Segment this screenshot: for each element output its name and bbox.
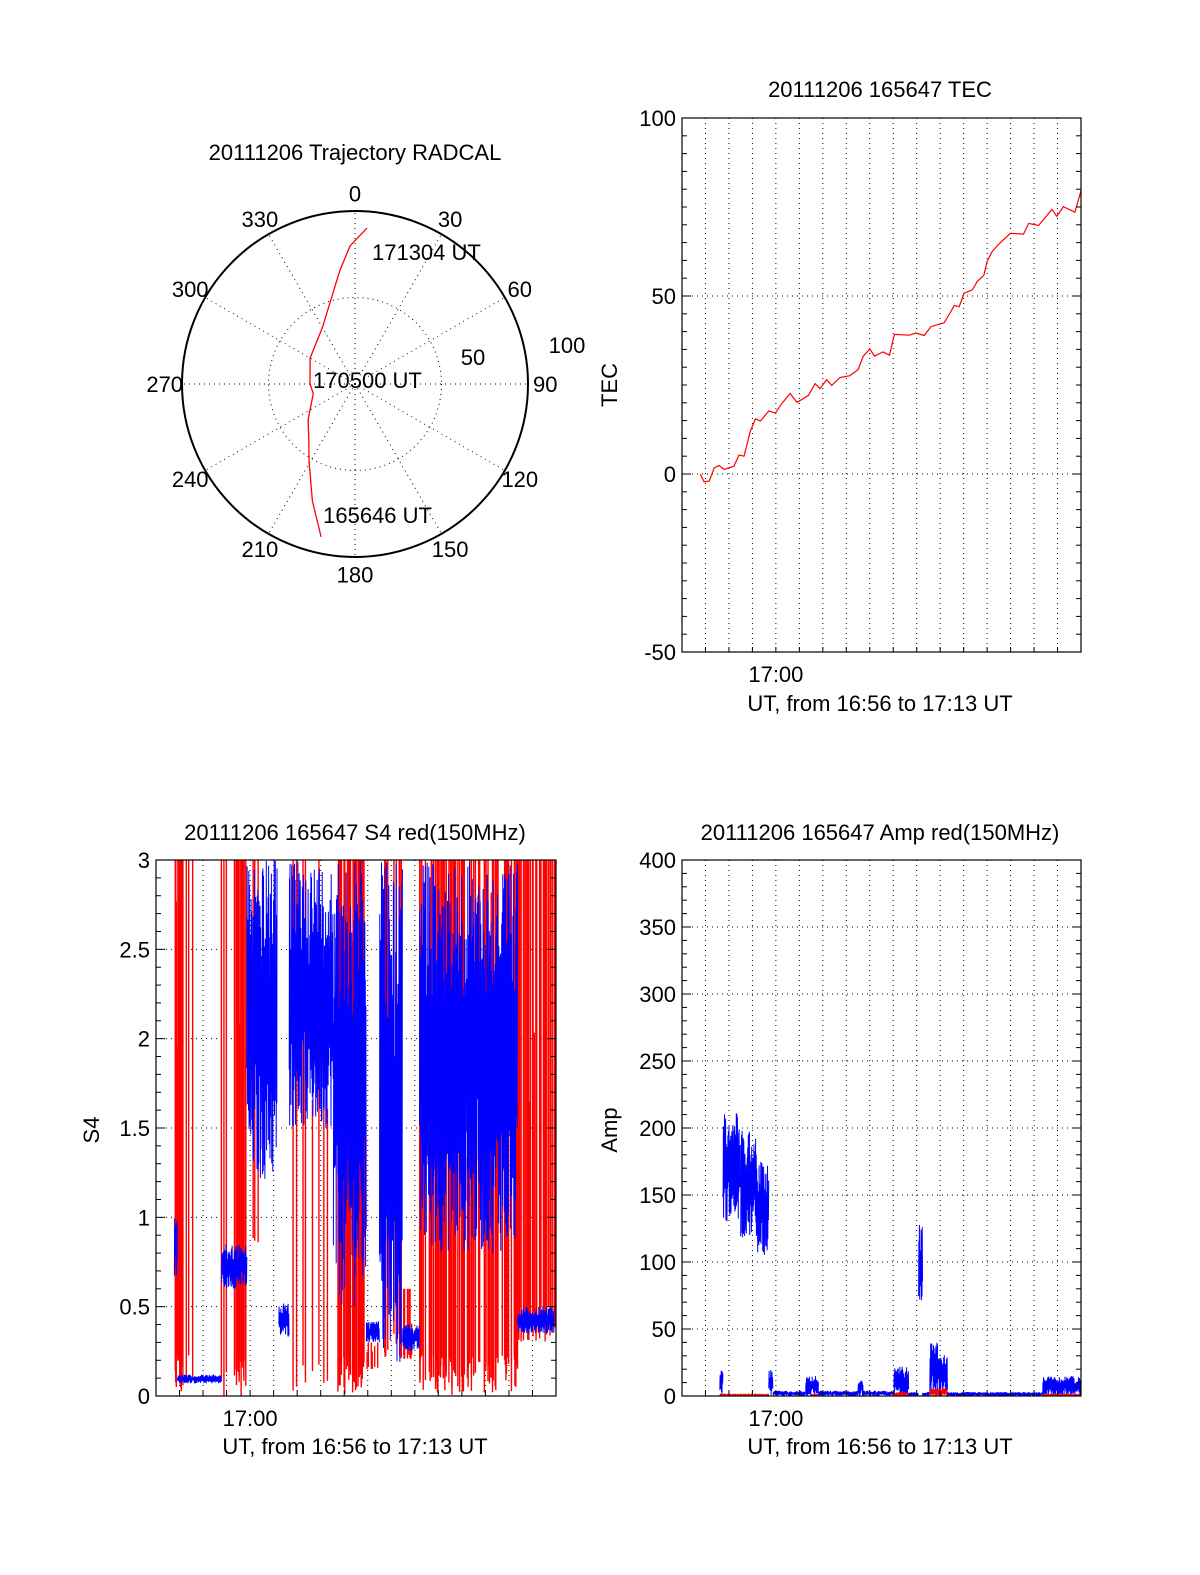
polar-radial-label: 100: [549, 333, 586, 358]
s4-y-tick-label: 3: [138, 848, 150, 873]
s4-series-segment: [278, 1303, 290, 1337]
tec-data: [699, 190, 1081, 483]
s4-series-segment: [173, 1218, 178, 1276]
amp-series-segment: [857, 1380, 864, 1396]
amp-series-segment: [922, 1392, 931, 1396]
s4-xlabel: UT, from 16:56 to 17:13 UT: [222, 1434, 487, 1459]
s4-plot: 20111206 165647 S4 red(150MHz) UT, from …: [79, 820, 557, 1459]
amp-series-segment: [817, 1390, 859, 1396]
amp-series-segment: [1042, 1375, 1081, 1396]
polar-azimuth-label: 150: [432, 537, 469, 562]
tec-title: 20111206 165647 TEC: [768, 77, 992, 102]
amp-y-tick-label: 250: [639, 1049, 676, 1074]
trajectory-line: [307, 227, 368, 538]
amp-series-segment: [918, 1224, 923, 1301]
s4-y-tick-label: 1: [138, 1205, 150, 1230]
s4-y-tick-label: 0: [138, 1384, 150, 1409]
amp-ylabel: Amp: [597, 1107, 622, 1152]
polar-azimuth-label: 300: [172, 277, 209, 302]
s4-series-segment: [379, 862, 403, 1363]
amp-series-segment: [805, 1376, 819, 1396]
amp-series-segment: [740, 1130, 758, 1238]
amp-plot: 20111206 165647 Amp red(150MHz) UT, from…: [597, 820, 1082, 1459]
s4-y-tick-label: 0.5: [119, 1295, 150, 1320]
s4-y-tick-label: 2.5: [119, 937, 150, 962]
amp-series-segment: [772, 1390, 806, 1396]
tec-y-tick-label: 100: [639, 106, 676, 131]
polar-azimuth-label: 120: [501, 467, 538, 492]
s4-y-tick-label: 1.5: [119, 1116, 150, 1141]
s4-title: 20111206 165647 S4 red(150MHz): [184, 820, 526, 845]
s4-y-tick-label: 2: [138, 1027, 150, 1052]
polar-azimuth-label: 30: [438, 207, 462, 232]
s4-series-segment: [419, 862, 518, 1253]
amp-y-tick-label: 150: [639, 1183, 676, 1208]
amp-series-segment: [929, 1388, 948, 1396]
polar-azimuth-label: 210: [241, 537, 278, 562]
amp-series-segment: [719, 1392, 770, 1396]
s4-series-segment: [176, 1374, 222, 1384]
amp-series-segment: [893, 1366, 910, 1396]
tec-xlabel: UT, from 16:56 to 17:13 UT: [747, 691, 1012, 716]
amp-series-segment: [929, 1342, 939, 1393]
polar-ring-gridline: [268, 297, 442, 471]
tec-axes-frame: [681, 117, 1082, 653]
tec-y-tick-label: 50: [652, 284, 676, 309]
amp-y-tick-label: 50: [652, 1317, 676, 1342]
tec-ylabel: TEC: [597, 363, 622, 407]
polar-spoke-gridline: [204, 383, 356, 471]
s4-series-segment: [517, 1306, 555, 1334]
polar-azimuth-label: 60: [508, 277, 532, 302]
s4-data: [173, 860, 556, 1396]
tec-y-tick-label: -50: [644, 640, 676, 665]
s4-ylabel: S4: [79, 1117, 104, 1144]
polar-azimuth-label: 0: [349, 182, 361, 207]
tec-x-tick-label: 17:00: [748, 662, 803, 687]
amp-xlabel: UT, from 16:56 to 17:13 UT: [747, 1434, 1012, 1459]
amp-x-tick-label: 17:00: [748, 1406, 803, 1431]
amp-series-segment: [862, 1390, 895, 1396]
amp-y-tick-label: 350: [639, 915, 676, 940]
amp-y-tick-label: 0: [664, 1384, 676, 1409]
amp-data: [719, 1113, 1081, 1396]
polar-title: 20111206 Trajectory RADCAL: [209, 140, 502, 165]
amp-y-tick-label: 400: [639, 848, 676, 873]
amp-series-segment: [722, 1113, 741, 1222]
trajectory-polar-plot: 20111206 Trajectory RADCAL 0 30 60 90 120 150…: [146, 140, 585, 587]
s4-series-segment: [288, 861, 334, 1128]
amp-series-segment: [719, 1370, 724, 1395]
tec-y-tick-label: 0: [664, 462, 676, 487]
polar-spoke-gridline: [268, 233, 356, 385]
polar-azimuth-label: 90: [533, 372, 557, 397]
s4-series-segment: [332, 861, 367, 1306]
polar-radial-label: 50: [461, 345, 485, 370]
polar-azimuth-label: 330: [241, 207, 278, 232]
trajectory-time-annotation: 171304 UT: [372, 240, 481, 265]
amp-series-segment: [768, 1370, 774, 1396]
trajectory-time-annotation: 165646 UT: [323, 503, 432, 528]
s4-series-segment: [221, 1244, 248, 1289]
s4-series-segment: [246, 860, 278, 1179]
amp-series-segment: [937, 1355, 948, 1396]
polar-azimuth-label: 180: [337, 562, 374, 587]
amp-y-tick-label: 200: [639, 1116, 676, 1141]
s4-axes-frame: [155, 859, 557, 1397]
polar-azimuth-label: 270: [146, 372, 183, 397]
amp-y-tick-label: 100: [639, 1250, 676, 1275]
amp-title: 20111206 165647 Amp red(150MHz): [701, 820, 1060, 845]
s4-series-segment: [402, 1324, 420, 1352]
tec-plot: 20111206 165647 TEC UT, from 16:56 to 17…: [597, 77, 1082, 716]
amp-series-segment: [756, 1161, 770, 1256]
s4-series-segment: [365, 1321, 380, 1343]
amp-axes-frame: [681, 859, 1082, 1397]
tec-series-line: [699, 190, 1081, 483]
s4-x-tick-label: 17:00: [223, 1406, 278, 1431]
amp-y-tick-label: 300: [639, 982, 676, 1007]
trajectory-time-annotation: 170500 UT: [313, 368, 422, 393]
polar-azimuth-label: 240: [172, 467, 209, 492]
polar-outer-circle: [181, 210, 529, 558]
amp-series-segment: [893, 1391, 910, 1396]
